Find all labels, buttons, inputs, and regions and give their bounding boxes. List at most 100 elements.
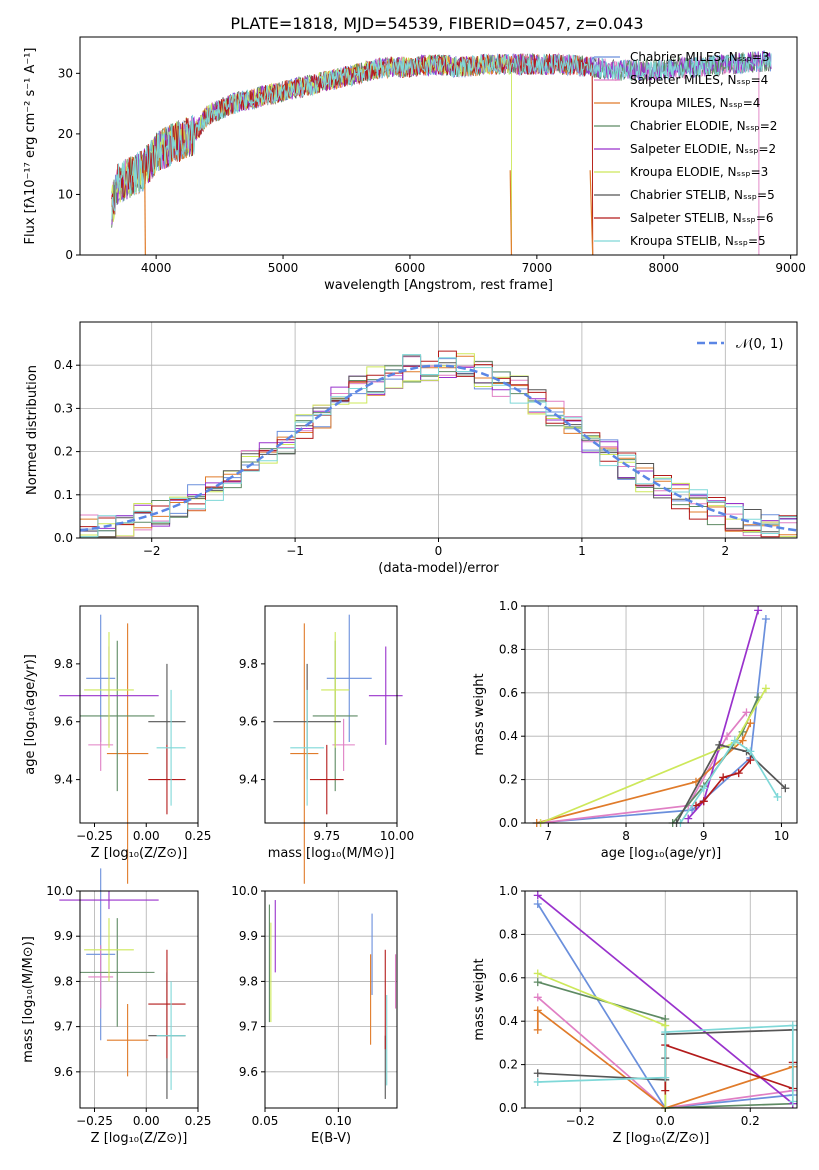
y-tick-label: 9.7 (239, 1020, 258, 1034)
y-tick-label: 9.8 (239, 974, 258, 988)
data-marker (754, 606, 763, 615)
x-axis-label: Z [log₁₀(Z/Z⊙)] (91, 846, 188, 861)
chart-panel-2: −0.25 0.00 0.25 9.4 9.6 9.8 Z [log₁₀(Z/Z⊙)] age… (23, 605, 212, 884)
spectrum-drop (144, 170, 146, 255)
y-tick-label: 9.6 (54, 715, 73, 729)
y-axis-label: mass weight (472, 958, 487, 1040)
chart-panel-1: −2 −1 0 1 2 0.0 0.1 0.2 0.3 0.4 (data-model)/error… (25, 321, 798, 576)
y-axis-label: Flux [fλ10⁻¹⁷ erg cm⁻² s⁻¹ A⁻¹] (23, 48, 38, 245)
mass-weight-line (536, 722, 752, 824)
y-tick-label: 0.6 (499, 686, 518, 700)
x-axis-label: Z [log₁₀(Z/Z⊙)] (91, 1131, 188, 1146)
y-tick-label: 9.9 (239, 929, 258, 943)
x-tick-label: 4000 (141, 261, 172, 275)
x-tick-label: 0.05 (252, 1114, 279, 1128)
x-axis-label: wavelength [Angstrom, rest frame] (324, 278, 553, 293)
x-tick-label: 0.2 (741, 1114, 760, 1128)
y-tick-label: 20 (58, 127, 73, 141)
x-tick-label: −2 (143, 544, 161, 558)
data-marker (533, 969, 542, 978)
plot-area (532, 606, 790, 827)
data-marker (719, 773, 728, 782)
plot-area (273, 614, 403, 884)
data-marker (773, 792, 782, 801)
y-tick-label: 9.8 (239, 657, 258, 671)
legend-entry: Chabrier STELIB, Nₛₛₚ=5 (630, 188, 775, 202)
axes-frame (524, 890, 798, 1109)
y-tick-label: 9.6 (239, 715, 258, 729)
y-tick-label: 0.2 (54, 445, 73, 459)
legend: 𝒩(0, 1) (697, 337, 783, 352)
data-marker (781, 784, 790, 793)
legend-entry: Salpeter STELIB, Nₛₛₚ=6 (630, 211, 774, 225)
chart-panel-0: 4000 5000 6000 7000 8000 9000 0 10 20 30 wavelengt… (23, 36, 806, 293)
x-tick-label: 0.00 (133, 829, 160, 843)
x-tick-label: 6000 (395, 261, 426, 275)
data-marker (684, 814, 693, 823)
plot-area (59, 868, 186, 1099)
legend-entry: Kroupa ELODIE, Nₛₛₚ=3 (630, 165, 768, 179)
plot-area (59, 614, 186, 884)
data-marker (715, 740, 724, 749)
legend-entry: Kroupa STELIB, Nₛₛₚ=5 (630, 234, 766, 248)
y-tick-label: 9.4 (54, 773, 73, 787)
x-tick-label: 9.75 (313, 829, 340, 843)
y-tick-label: 9.8 (54, 657, 73, 671)
axes-frame (79, 36, 798, 256)
mass-weight-line (675, 743, 786, 824)
chart-panel-3: 9.75 10.00 9.4 9.6 9.8 mass [log₁₀(M/M⊙)] (239, 605, 414, 884)
axes-frame (264, 890, 398, 1109)
y-tick-label: 0.2 (499, 773, 518, 787)
data-marker (699, 784, 708, 793)
x-tick-label: 9000 (775, 261, 806, 275)
x-tick-label: 5000 (268, 261, 299, 275)
data-marker (761, 684, 770, 693)
mass-weight-line (540, 711, 748, 824)
x-axis-label: mass [log₁₀(M/M⊙)] (268, 846, 395, 861)
spectrum-drop (509, 170, 513, 255)
axes-frame (79, 605, 199, 824)
x-tick-label: 0.10 (325, 1114, 352, 1128)
y-tick-label: 30 (58, 66, 73, 80)
legend-entry: Salpeter ELODIE, Nₛₛₚ=2 (630, 142, 776, 156)
data-marker (533, 993, 542, 1002)
mass-weight-line (540, 688, 767, 824)
data-marker (533, 1025, 542, 1034)
data-marker (699, 797, 708, 806)
x-tick-label: 10.00 (380, 829, 414, 843)
data-marker (746, 756, 755, 765)
data-marker (788, 1021, 797, 1030)
y-tick-label: 10.0 (231, 884, 258, 898)
axes-frame (79, 321, 798, 539)
data-marker (533, 1006, 542, 1015)
mass-weight-line (537, 972, 667, 1108)
x-tick-label: 0.25 (185, 829, 212, 843)
data-marker (788, 1097, 797, 1106)
legend-entry: Chabrier ELODIE, Nₛₛₚ=2 (630, 119, 777, 133)
x-tick-label: 7 (544, 829, 552, 843)
data-marker (742, 708, 751, 717)
x-tick-label: 2 (721, 544, 729, 558)
x-tick-label: 0.25 (185, 1114, 212, 1128)
legend-entry: Salpeter MILES, Nₛₛₚ=4 (630, 73, 768, 87)
mass-weight-line (536, 618, 767, 824)
data-marker (734, 769, 743, 778)
y-tick-label: 0.3 (54, 401, 73, 415)
y-tick-label: 9.8 (54, 974, 73, 988)
axes-frame (79, 890, 199, 1109)
chart-panel-4: 7 8 9 10 0.0 0.2 0.4 0.6 0.8 1.0 age [log₁₀(age/yr… (472, 599, 798, 861)
y-tick-label: 10 (58, 187, 73, 201)
x-tick-label: 7000 (522, 261, 553, 275)
y-tick-label: 1.0 (499, 599, 518, 613)
x-tick-label: 0.00 (133, 1114, 160, 1128)
data-marker (738, 736, 747, 745)
plot-area (268, 900, 397, 1099)
x-axis-label: age [log₁₀(age/yr)] (601, 846, 722, 861)
y-tick-label: 0.8 (499, 927, 518, 941)
y-axis-label: Normed distribution (25, 365, 40, 495)
data-marker (533, 978, 542, 987)
gaussian-reference (79, 364, 798, 532)
axes-frame (264, 605, 398, 824)
x-tick-label: −0.25 (76, 1114, 113, 1128)
legend: Chabrier MILES, Nₛₛₚ=3 Salpeter MILES, Nₛ… (594, 50, 777, 248)
